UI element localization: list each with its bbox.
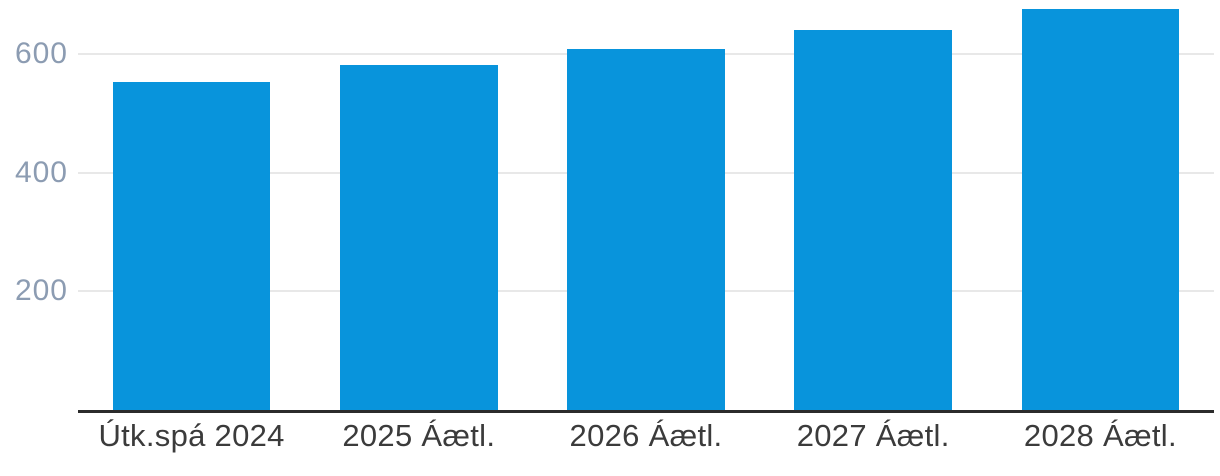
x-axis-tick-label: Útk.spá 2024 [98,418,285,453]
x-axis-tick-label: 2026 Áætl. [569,418,723,453]
y-axis-labels: 200 400 600 [0,0,68,410]
y-axis-tick-label: 400 [14,155,68,189]
y-axis-tick-label: 600 [14,36,68,70]
bar[interactable] [340,64,498,410]
bar[interactable] [794,30,952,410]
bar[interactable] [112,82,271,410]
bar[interactable] [567,49,725,410]
x-axis-tick-label: 2025 Áætl. [342,418,496,453]
y-axis-tick-label: 200 [14,274,68,308]
plot-area [78,0,1214,413]
x-axis-labels: Útk.spá 2024 2025 Áætl. 2026 Áætl. 2027 Áæt… [78,418,1214,464]
bar[interactable] [1021,8,1180,410]
x-axis-line [78,410,1214,413]
x-axis-tick-label: 2027 Áætl. [796,418,950,453]
x-axis-tick-label: 2028 Áætl. [1023,418,1177,453]
